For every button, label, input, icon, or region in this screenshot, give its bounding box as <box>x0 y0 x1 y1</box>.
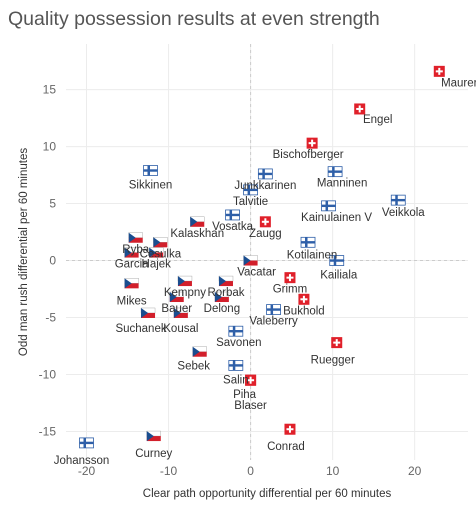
data-point-veikkola <box>390 194 406 206</box>
data-point-mikes <box>124 278 139 289</box>
point-label: Maurer <box>441 77 476 89</box>
x-tick-label: -20 <box>78 464 96 478</box>
point-label: Conrad <box>267 441 305 453</box>
data-point-bukhold <box>298 293 310 305</box>
point-label: Kalaskhan <box>170 228 224 240</box>
point-label: Blaser <box>234 400 267 412</box>
data-point-garcia <box>124 247 139 258</box>
data-point-salin <box>228 360 244 371</box>
y-tick-label: -5 <box>45 311 56 325</box>
point-label: Piha <box>233 389 257 401</box>
point-label: Vosatka <box>212 221 254 233</box>
point-label: Johansson <box>54 455 110 467</box>
data-point-conrad <box>284 423 296 435</box>
data-point-kainulainen-v <box>321 200 336 212</box>
point-label: Delong <box>204 303 240 315</box>
data-point-hajek <box>149 247 164 258</box>
y-axis-label: Odd man rush differential per 60 minutes <box>18 148 30 356</box>
data-point-ryba <box>128 232 143 243</box>
point-label: Kotilainen <box>287 249 338 261</box>
y-tick-label: -15 <box>39 425 57 439</box>
data-point-engel <box>354 103 366 115</box>
point-label: Kempny <box>164 287 206 299</box>
x-tick-label: 0 <box>247 464 254 478</box>
point-label: Garcia <box>115 259 149 271</box>
data-point-talvitie <box>243 184 258 196</box>
y-tick-label: -10 <box>39 368 57 382</box>
point-label: Kainulainen V <box>301 212 372 224</box>
point-label: Savonen <box>216 337 261 349</box>
point-label: Bauer <box>161 303 192 315</box>
point-label: Bukhold <box>283 305 325 317</box>
point-label: Valeberry <box>249 316 298 328</box>
x-tick-label: 20 <box>408 464 422 478</box>
data-point-kempny <box>177 275 193 287</box>
point-label: Rorbak <box>207 287 244 299</box>
point-label: Curney <box>135 448 172 460</box>
data-point-junkkarinen <box>257 168 273 180</box>
data-point-blaser <box>245 374 257 386</box>
data-point-rorbak <box>218 275 234 287</box>
point-label: Talvitie <box>233 196 268 208</box>
data-point-sikkinen <box>143 165 158 176</box>
point-label: Junkkarinen <box>234 180 296 192</box>
point-label: Manninen <box>317 178 368 190</box>
data-point-maurer <box>433 65 445 77</box>
point-label: Sikkinen <box>129 180 172 192</box>
data-point-suchanek <box>140 307 156 318</box>
x-tick-label: -10 <box>160 464 178 478</box>
data-point-johansson <box>79 437 94 449</box>
x-axis-label: Clear path opportunity differential per … <box>143 488 392 500</box>
data-point-bauer <box>169 291 184 303</box>
point-label: Salin <box>223 374 249 386</box>
point-label: Bischofberger <box>273 149 344 161</box>
data-point-grimm <box>284 272 296 284</box>
data-point-kotilainen <box>300 236 316 248</box>
point-label: Grimm <box>273 284 308 296</box>
point-label: Suchanek <box>115 323 166 335</box>
data-point-delong <box>214 291 230 303</box>
point-label: Sebek <box>177 361 210 373</box>
data-point-savonen <box>228 325 244 337</box>
x-tick-label: 10 <box>326 464 340 478</box>
point-label: Hajek <box>142 259 172 271</box>
data-point-vacatar <box>243 255 258 266</box>
point-label: Vacatar <box>237 267 276 279</box>
point-label: Kailiala <box>320 270 358 282</box>
y-tick-label: 15 <box>43 83 57 97</box>
y-tick-label: 0 <box>49 254 56 268</box>
y-tick-label: 5 <box>49 197 56 211</box>
point-label: Cesulka <box>140 248 182 260</box>
point-label: Ruegger <box>311 355 355 367</box>
chart-title: Quality possession results at even stren… <box>8 8 380 30</box>
data-point-manninen <box>327 166 343 178</box>
data-point-zaugg <box>259 216 271 228</box>
point-label: Veikkola <box>382 207 425 219</box>
point-label: Kousal <box>163 323 198 335</box>
data-point-kailiala <box>329 255 345 266</box>
y-tick-label: 10 <box>43 140 57 154</box>
point-label: Ryba <box>122 244 149 256</box>
point-label: Mikes <box>117 295 147 307</box>
point-label: Zaugg <box>249 228 282 240</box>
data-point-kousal <box>173 307 189 318</box>
data-point-kalaskhan <box>190 216 205 227</box>
data-point-valeberry <box>266 304 281 315</box>
data-point-vosatka <box>225 209 240 221</box>
data-point-sebek <box>192 346 207 357</box>
data-point-ruegger <box>331 337 343 349</box>
data-point-bischofberger <box>306 137 318 149</box>
data-point-curney <box>146 430 161 442</box>
point-label: Engel <box>363 114 392 126</box>
data-point-cesulka <box>153 237 168 248</box>
